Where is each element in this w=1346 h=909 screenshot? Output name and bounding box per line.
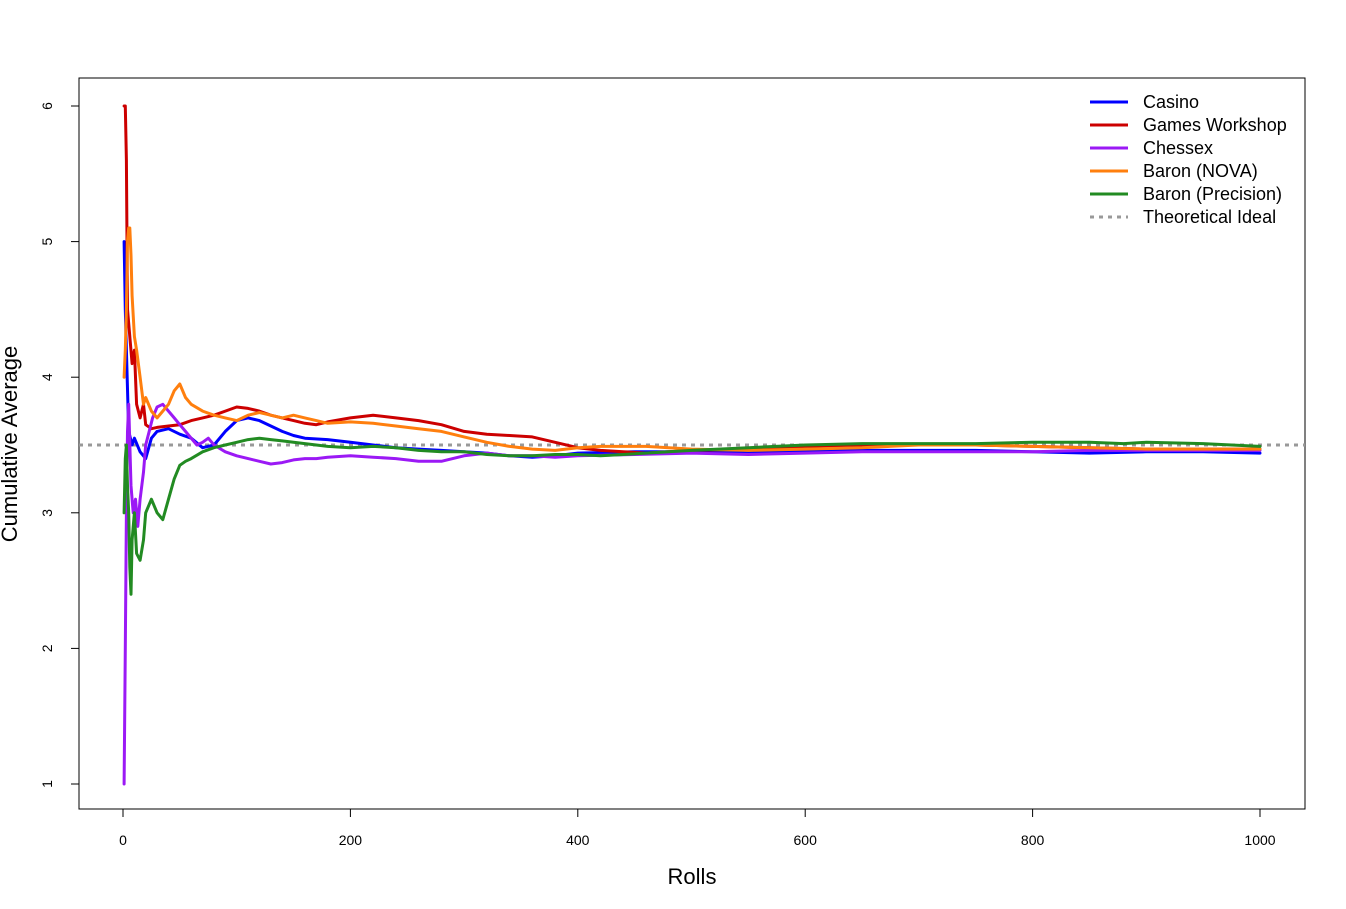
y-tick-label: 4	[39, 373, 55, 381]
series-line-chessex	[122, 402, 1262, 786]
x-tick-label: 600	[794, 832, 818, 848]
series-line-baron-nova	[122, 226, 1262, 452]
x-tick-label: 800	[1021, 832, 1045, 848]
y-tick-label: 2	[39, 644, 55, 652]
y-axis-title: Cumulative Average	[0, 346, 22, 543]
legend-label: Chessex	[1143, 138, 1213, 158]
series-lines	[122, 104, 1262, 786]
legend-label: Baron (Precision)	[1143, 184, 1282, 204]
x-axis-title: Rolls	[668, 864, 717, 889]
legend-label: Casino	[1143, 92, 1199, 112]
legend-label: Games Workshop	[1143, 115, 1287, 135]
x-axis: 0 200 400 600 800 1000	[119, 808, 1276, 848]
series-line-baron-precision	[122, 436, 1262, 596]
series-line-games-workshop	[122, 104, 1262, 455]
legend-label: Baron (NOVA)	[1143, 161, 1258, 181]
x-tick-label: 0	[119, 832, 127, 848]
y-tick-label: 3	[39, 509, 55, 517]
y-axis: 1 2 3 4 5 6	[39, 102, 80, 788]
x-tick-label: 1000	[1244, 832, 1275, 848]
y-tick-label: 5	[39, 237, 55, 245]
y-tick-label: 6	[39, 102, 55, 110]
series-line-casino	[122, 240, 1262, 461]
legend: Casino Games Workshop Chessex Baron (NOVA) B…	[1090, 92, 1287, 227]
x-tick-label: 200	[339, 832, 363, 848]
y-tick-label: 1	[39, 780, 55, 788]
x-tick-label: 400	[566, 832, 590, 848]
legend-label: Theoretical Ideal	[1143, 207, 1276, 227]
